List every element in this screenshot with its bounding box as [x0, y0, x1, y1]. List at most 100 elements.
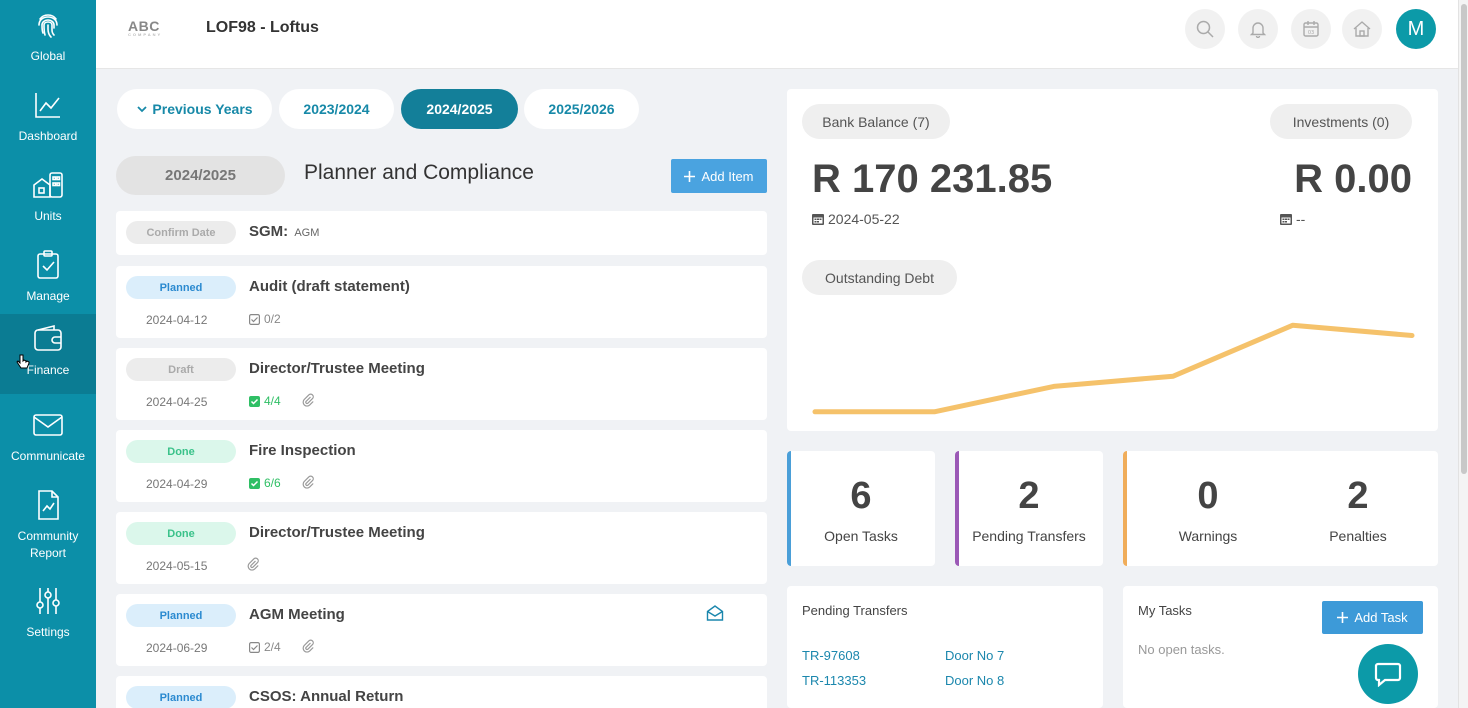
sidebar-item-label: Finance	[26, 363, 70, 377]
sidebar-item-community-report[interactable]: Community Report	[0, 480, 96, 572]
sidebar-item-manage[interactable]: Manage	[0, 240, 96, 320]
planner-item-date: 2024-04-25	[146, 395, 208, 409]
sidebar-item-dashboard[interactable]: Dashboard	[0, 80, 96, 160]
paperclip-icon	[301, 393, 315, 412]
plus-icon	[1337, 612, 1349, 623]
stat-accent-bar	[787, 451, 791, 566]
stat-value: 0	[1197, 475, 1219, 517]
home-button[interactable]	[1342, 9, 1382, 49]
chevron-down-icon	[137, 106, 148, 113]
checkbox-checked-icon	[249, 395, 260, 407]
hand-cursor-icon	[16, 354, 30, 375]
sidebar-item-label: Dashboard	[18, 129, 78, 143]
planner-item[interactable]: Planned Audit (draft statement) 2024-04-…	[116, 266, 767, 338]
sidebar-item-settings[interactable]: Settings	[0, 576, 96, 656]
checklist-count: 0/2	[249, 312, 281, 326]
checkbox-icon	[249, 313, 260, 325]
chat-button[interactable]	[1358, 644, 1418, 704]
tab-2025-2026[interactable]: 2025/2026	[524, 89, 639, 129]
stat-open-tasks[interactable]: 6 Open Tasks	[787, 451, 935, 566]
planner-title: Planner and Compliance	[304, 161, 534, 184]
stat-penalties[interactable]: 2 Penalties	[1283, 451, 1433, 566]
status-badge: Planned	[126, 686, 236, 708]
notifications-button[interactable]	[1238, 9, 1278, 49]
stat-label: Open Tasks	[824, 528, 898, 544]
transfer-door-link[interactable]: Door No 8	[945, 673, 1005, 688]
user-avatar[interactable]: M	[1396, 9, 1436, 49]
finance-summary-card: Bank Balance (7) Investments (0) R 170 2…	[787, 89, 1438, 431]
planner-item-date: 2024-05-15	[146, 559, 208, 573]
building-icon	[31, 168, 65, 202]
sidebar-item-finance[interactable]: Finance	[0, 314, 96, 394]
page-title: LOF98 - Loftus	[206, 19, 319, 36]
selected-year-pill: 2024/2025	[116, 156, 285, 195]
outstanding-debt-pill[interactable]: Outstanding Debt	[802, 260, 957, 295]
planner-item-title: SGM: AGM	[249, 223, 320, 240]
checklist-count: 6/6	[249, 476, 281, 490]
planner-item-title: AGM Meeting	[249, 606, 345, 623]
tab-2023-2024[interactable]: 2023/2024	[279, 89, 394, 129]
stat-warnings[interactable]: 0 Warnings	[1133, 451, 1283, 566]
card-title: My Tasks	[1138, 603, 1192, 618]
calendar-icon	[812, 214, 824, 225]
sidebar-item-label: Settings	[26, 625, 70, 639]
envelope-open-icon[interactable]	[706, 604, 724, 627]
planner-item-title: Audit (draft statement)	[249, 278, 410, 295]
stat-accent-bar	[955, 451, 959, 566]
scrollbar-thumb[interactable]	[1461, 4, 1467, 474]
investments-date: --	[1280, 211, 1305, 227]
outstanding-debt-chart	[812, 322, 1415, 415]
paperclip-icon	[301, 639, 315, 658]
investments-amount: R 0.00	[1294, 157, 1412, 201]
planner-item-title: Director/Trustee Meeting	[249, 524, 425, 541]
tab-previous-years[interactable]: Previous Years	[117, 89, 272, 129]
transfer-door-link[interactable]: Door No 7	[945, 648, 1005, 663]
sidebar-item-label: Communicate	[10, 449, 86, 463]
planner-item[interactable]: Planned CSOS: Annual Return	[116, 676, 767, 708]
paperclip-icon	[246, 557, 260, 576]
search-button[interactable]	[1185, 9, 1225, 49]
planner-item-date: 2024-04-12	[146, 313, 208, 327]
tab-2024-2025[interactable]: 2024/2025	[401, 89, 518, 129]
status-badge: Confirm Date	[126, 221, 236, 244]
sidebar-item-label: Community Report	[17, 529, 79, 560]
planner-item[interactable]: Draft Director/Trustee Meeting 2024-04-2…	[116, 348, 767, 420]
sidebar-item-label: Manage	[26, 289, 70, 303]
transfer-ref-link[interactable]: TR-113353	[802, 673, 867, 688]
add-task-button[interactable]: Add Task	[1322, 601, 1423, 634]
sidebar-item-label: Global	[30, 49, 66, 63]
investments-pill[interactable]: Investments (0)	[1270, 104, 1412, 139]
report-icon	[31, 488, 65, 522]
planner-item[interactable]: Done Director/Trustee Meeting 2024-05-15	[116, 512, 767, 584]
svg-text:03: 03	[1308, 30, 1314, 36]
stat-pending-transfers[interactable]: 2 Pending Transfers	[955, 451, 1103, 566]
planner-item-date: 2024-06-29	[146, 641, 208, 655]
planner-item[interactable]: Confirm Date SGM: AGM	[116, 211, 767, 255]
checklist-count: 2/4	[249, 640, 281, 654]
status-badge: Planned	[126, 276, 236, 299]
checkbox-checked-icon	[249, 477, 260, 489]
search-icon	[1196, 20, 1214, 38]
page-scrollbar[interactable]	[1458, 0, 1468, 708]
stat-accent-bar	[1123, 451, 1127, 566]
planner-item[interactable]: Done Fire Inspection 2024-04-29 6/6	[116, 430, 767, 502]
checkbox-icon	[249, 641, 260, 653]
clipboard-check-icon	[31, 248, 65, 282]
bell-icon	[1249, 22, 1267, 38]
stat-warnings-penalties: 0 Warnings 2 Penalties	[1123, 451, 1438, 566]
sidebar-item-communicate[interactable]: Communicate	[0, 400, 96, 480]
calendar-button[interactable]: 03	[1291, 9, 1331, 49]
sidebar-item-units[interactable]: Units	[0, 160, 96, 240]
planner-item[interactable]: Planned AGM Meeting 2024-06-29 2/4	[116, 594, 767, 666]
company-logo[interactable]: ABC COMPANY	[128, 18, 163, 37]
wallet-icon	[31, 322, 65, 356]
add-item-button[interactable]: Add Item	[671, 159, 767, 193]
bank-balance-pill[interactable]: Bank Balance (7)	[802, 104, 950, 139]
sidebar-item-global[interactable]: Global	[0, 0, 96, 80]
stat-value: 2	[1347, 475, 1369, 517]
chat-bubble-icon	[1374, 662, 1402, 687]
pending-transfers-card: Pending Transfers TR-97608 Door No 7 TR-…	[787, 586, 1103, 708]
checklist-count: 4/4	[249, 394, 281, 408]
transfer-ref-link[interactable]: TR-97608	[802, 648, 860, 663]
sidebar-item-label: Units	[34, 209, 62, 223]
